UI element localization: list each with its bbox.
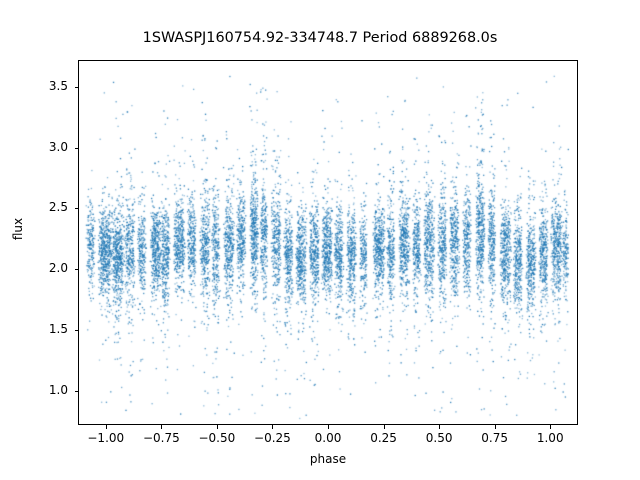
- page-title: 1SWASPJ160754.92-334748.7 Period 6889268…: [142, 30, 498, 46]
- y-tick-label: 1.0: [48, 382, 68, 397]
- y-tick-label: 1.5: [48, 322, 68, 337]
- y-tick-label: 3.5: [48, 78, 68, 93]
- x-tick-label: −0.50: [198, 431, 236, 445]
- x-tick-label: 0.25: [370, 431, 397, 445]
- y-tick-label: 2.5: [48, 200, 68, 215]
- x-tick-mark: [328, 425, 329, 429]
- x-tick-label: 0.00: [314, 431, 342, 445]
- x-tick-mark: [439, 425, 441, 429]
- x-tick-mark: [494, 425, 496, 429]
- y-axis-label: flux: [11, 217, 25, 241]
- x-tick-label: 1.00: [536, 431, 564, 445]
- x-tick-mark: [383, 425, 385, 429]
- scatter-plot-canvas: [79, 61, 577, 424]
- y-tick-mark: [74, 86, 78, 88]
- x-tick-label: −0.25: [254, 431, 291, 445]
- x-tick-mark: [216, 425, 218, 429]
- x-tick-label: 0.75: [481, 431, 509, 445]
- x-tick-label: 0.50: [425, 431, 453, 445]
- y-tick-label: 3.0: [48, 139, 68, 154]
- x-axis-label: phase: [309, 452, 347, 466]
- x-tick-mark: [272, 425, 274, 429]
- y-tick-mark: [74, 208, 78, 210]
- plot-axes: [78, 60, 578, 425]
- y-tick-mark: [74, 147, 78, 149]
- y-tick-mark: [74, 390, 78, 392]
- x-tick-mark: [105, 425, 107, 429]
- x-tick-label: −0.75: [142, 431, 180, 445]
- x-tick-mark: [161, 425, 163, 429]
- y-tick-mark: [74, 269, 78, 271]
- y-tick-label: 2.0: [48, 261, 68, 276]
- x-tick-label: −1.00: [87, 431, 125, 445]
- y-tick-mark: [74, 330, 78, 332]
- x-tick-mark: [550, 425, 552, 429]
